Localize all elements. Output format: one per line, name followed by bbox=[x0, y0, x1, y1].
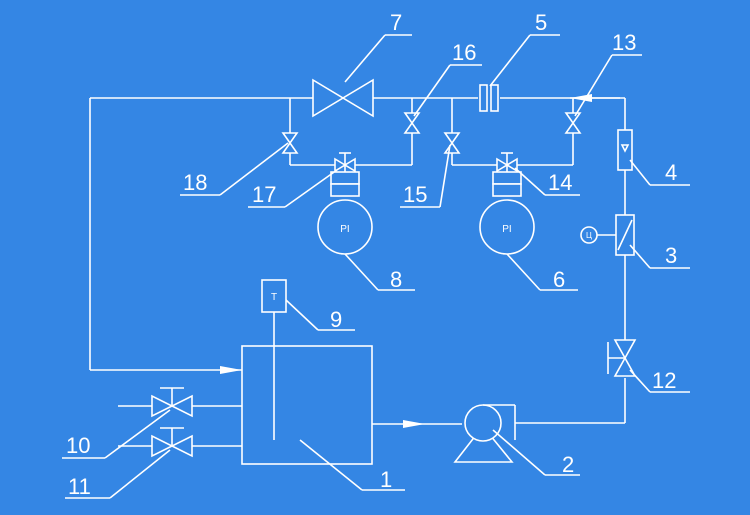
label-6: 6 bbox=[553, 267, 565, 292]
label-17: 17 bbox=[252, 182, 276, 207]
valve-10 bbox=[151, 387, 193, 418]
label-10: 10 bbox=[66, 433, 90, 458]
valve-12 bbox=[607, 339, 637, 377]
label-9: 9 bbox=[330, 307, 342, 332]
valve-11 bbox=[151, 427, 193, 458]
label-14: 14 bbox=[548, 170, 572, 195]
valve-13 bbox=[564, 112, 582, 134]
thermometer-label: T bbox=[271, 292, 277, 303]
pressure-gauge-8: PI bbox=[317, 171, 373, 255]
valve-7 bbox=[312, 78, 374, 118]
label-1: 1 bbox=[380, 467, 392, 492]
flowmeter-3: Ц bbox=[580, 214, 635, 256]
orifice-5 bbox=[479, 84, 499, 112]
valve-14 bbox=[496, 152, 518, 173]
label-13: 13 bbox=[612, 30, 636, 55]
label-3: 3 bbox=[665, 243, 677, 268]
valve-16 bbox=[403, 112, 421, 134]
pump-2 bbox=[453, 404, 516, 463]
tank-1 bbox=[241, 345, 373, 465]
rotameter-4 bbox=[617, 129, 633, 171]
meter-3-label: Ц bbox=[586, 231, 592, 240]
gauge-8-label: PI bbox=[340, 224, 349, 235]
thermometer-9: T bbox=[261, 279, 287, 440]
label-15: 15 bbox=[403, 182, 427, 207]
label-12: 12 bbox=[652, 368, 676, 393]
label-4: 4 bbox=[665, 160, 677, 185]
valve-18 bbox=[281, 132, 299, 154]
label-7: 7 bbox=[390, 10, 402, 35]
label-2: 2 bbox=[562, 452, 574, 477]
pressure-gauge-6: PI bbox=[479, 171, 535, 255]
label-8: 8 bbox=[390, 267, 402, 292]
label-11: 11 bbox=[68, 474, 91, 499]
valve-17 bbox=[334, 152, 356, 173]
label-18: 18 bbox=[183, 170, 207, 195]
valve-15 bbox=[443, 132, 461, 154]
label-5: 5 bbox=[535, 10, 547, 35]
gauge-6-label: PI bbox=[502, 224, 511, 235]
label-16: 16 bbox=[452, 40, 476, 65]
callouts: 7 16 5 13 4 3 12 2 1 9 bbox=[62, 10, 690, 499]
